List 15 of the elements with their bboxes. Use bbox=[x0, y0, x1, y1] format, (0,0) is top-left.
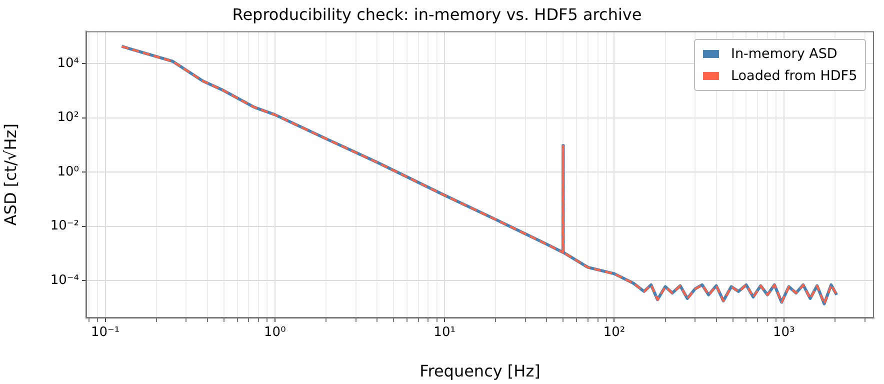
y-tick-label: 10² bbox=[57, 110, 79, 126]
x-tick-label: 10⁰ bbox=[264, 325, 286, 340]
x-tick-label: 10¹ bbox=[434, 325, 456, 340]
y-tick-label: 10⁴ bbox=[57, 56, 79, 71]
x-tick-label: 10⁻¹ bbox=[90, 325, 120, 340]
chart-title: Reproducibility check: in-memory vs. HDF5 archive bbox=[232, 4, 642, 24]
x-axis-title: Frequency [Hz] bbox=[420, 362, 540, 381]
x-tick-label: 10³ bbox=[772, 325, 795, 340]
y-tick-label: 10⁰ bbox=[57, 164, 79, 180]
y-tick-label: 10⁻⁴ bbox=[50, 273, 79, 288]
y-tick-label: 10⁻² bbox=[50, 218, 79, 234]
legend-label: In-memory ASD bbox=[731, 45, 838, 64]
y-axis-title: ASD [ct/√Hz] bbox=[0, 124, 20, 226]
legend-label: Loaded from HDF5 bbox=[731, 67, 858, 86]
x-tick-label: 10² bbox=[603, 325, 626, 340]
